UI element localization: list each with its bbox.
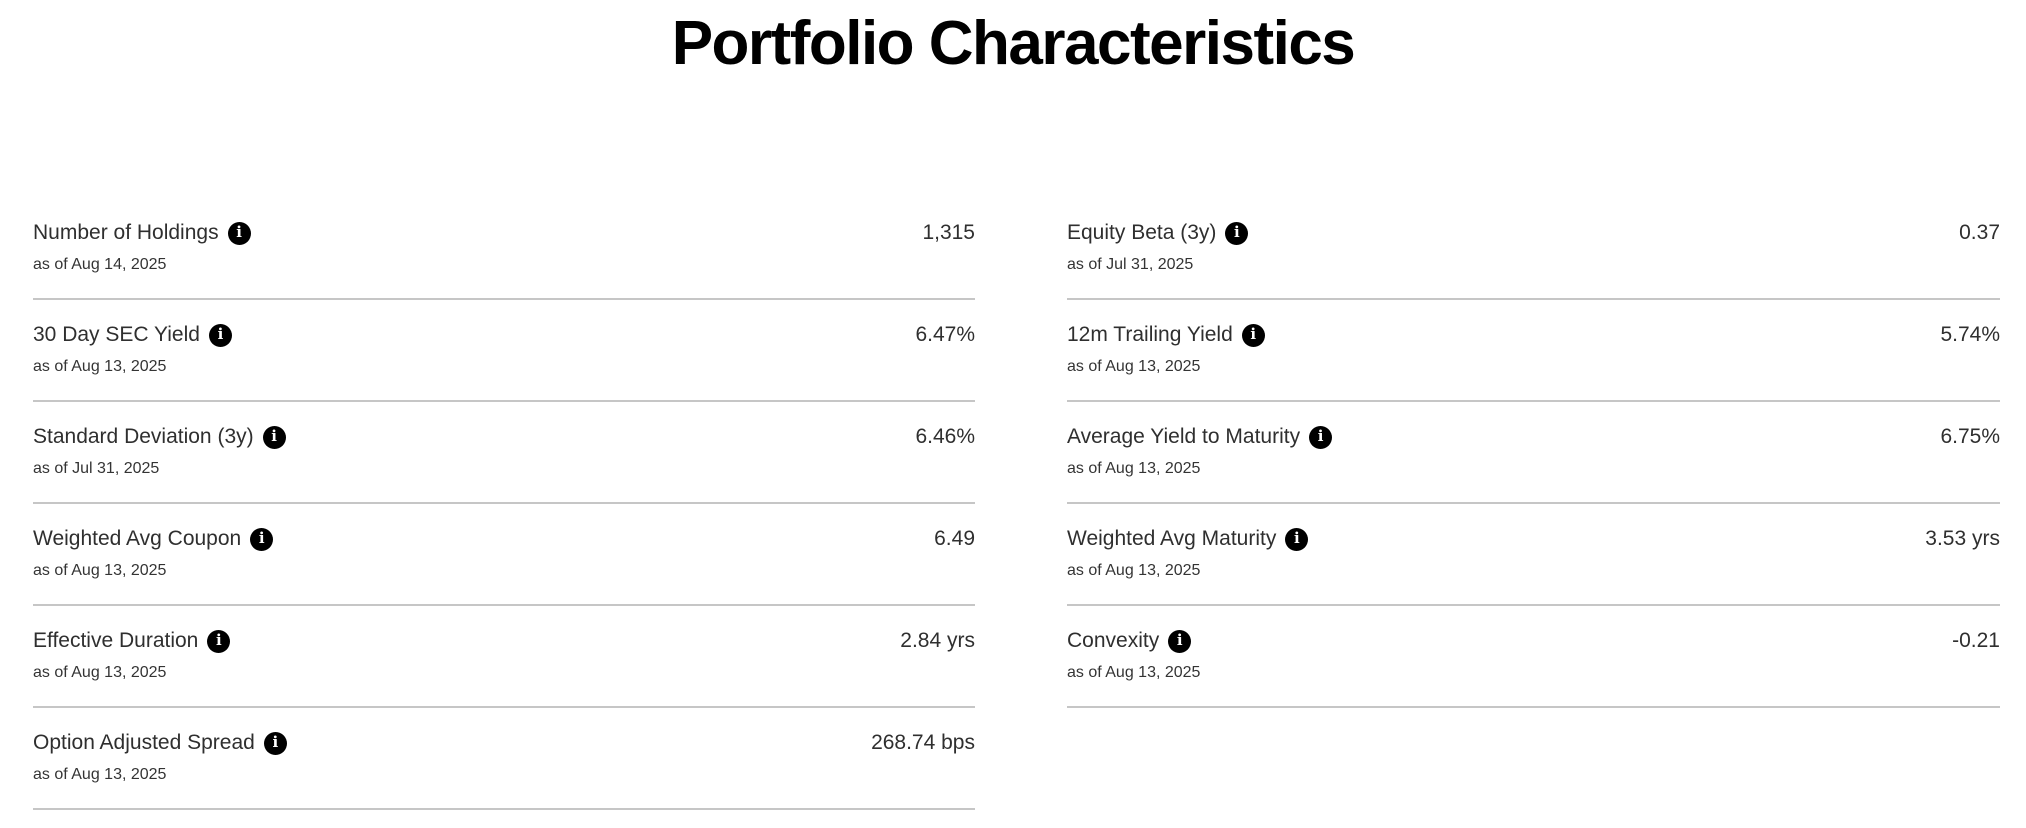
metric-row: Average Yield to Maturity i 6.75% as of … (1067, 402, 2000, 504)
metric-as-of-date: as of Aug 13, 2025 (1067, 460, 1201, 477)
metric-label: Number of Holdings (33, 221, 219, 244)
metric-label-group: Number of Holdings i (33, 218, 251, 248)
metric-label-group: Average Yield to Maturity i (1067, 422, 1333, 452)
metric-row: Convexity i -0.21 as of Aug 13, 2025 (1067, 606, 2000, 708)
info-icon[interactable]: i (207, 629, 231, 653)
metrics-column-left: Number of Holdings i 1,315 as of Aug 14,… (33, 198, 975, 810)
metric-main-line: Average Yield to Maturity i 6.75% (1067, 422, 2000, 452)
metric-as-of-date: as of Aug 13, 2025 (1067, 562, 1201, 579)
metric-as-of-date: as of Aug 13, 2025 (33, 562, 167, 579)
portfolio-characteristics-grid: Number of Holdings i 1,315 as of Aug 14,… (0, 198, 2026, 810)
info-icon[interactable]: i (263, 731, 287, 755)
metric-main-line: Convexity i -0.21 (1067, 626, 2000, 656)
metric-row: Weighted Avg Coupon i 6.49 as of Aug 13,… (33, 504, 975, 606)
metric-value: 2.84 yrs (900, 629, 975, 652)
metric-label: Equity Beta (3y) (1067, 221, 1217, 244)
metric-label: Effective Duration (33, 629, 199, 652)
metric-row: Weighted Avg Maturity i 3.53 yrs as of A… (1067, 504, 2000, 606)
metric-label-group: Weighted Avg Coupon i (33, 524, 274, 554)
metric-row: Option Adjusted Spread i 268.74 bps as o… (33, 708, 975, 810)
metric-as-of-date: as of Aug 13, 2025 (1067, 664, 1201, 681)
info-icon[interactable]: i (1241, 323, 1265, 347)
metric-value: 6.75% (1940, 425, 2000, 448)
metric-row: Equity Beta (3y) i 0.37 as of Jul 31, 20… (1067, 198, 2000, 300)
metric-main-line: 12m Trailing Yield i 5.74% (1067, 320, 2000, 350)
metric-label: Weighted Avg Maturity (1067, 527, 1277, 550)
metric-main-line: 30 Day SEC Yield i 6.47% (33, 320, 975, 350)
metric-main-line: Weighted Avg Maturity i 3.53 yrs (1067, 524, 2000, 554)
info-icon[interactable]: i (250, 527, 274, 551)
metric-value: 3.53 yrs (1925, 527, 2000, 550)
info-icon[interactable]: i (1309, 425, 1333, 449)
metric-label-group: Weighted Avg Maturity i (1067, 524, 1309, 554)
metric-label: Convexity (1067, 629, 1160, 652)
metric-as-of-date: as of Jul 31, 2025 (33, 460, 160, 477)
metric-main-line: Weighted Avg Coupon i 6.49 (33, 524, 975, 554)
metric-label: Option Adjusted Spread (33, 731, 255, 754)
metric-label-group: Option Adjusted Spread i (33, 728, 287, 758)
info-icon[interactable]: i (262, 425, 286, 449)
metric-as-of-date: as of Aug 14, 2025 (33, 256, 167, 273)
page-title: Portfolio Characteristics (671, 9, 1356, 78)
metric-as-of-date: as of Aug 13, 2025 (1067, 358, 1201, 375)
metric-label-group: 12m Trailing Yield i (1067, 320, 1265, 350)
metric-value: 268.74 bps (871, 731, 975, 754)
metric-row: 30 Day SEC Yield i 6.47% as of Aug 13, 2… (33, 300, 975, 402)
metric-value: 0.37 (1959, 221, 2000, 244)
metric-label: Weighted Avg Coupon (33, 527, 242, 550)
metric-main-line: Standard Deviation (3y) i 6.46% (33, 422, 975, 452)
info-icon[interactable]: i (1285, 527, 1309, 551)
metric-value: -0.21 (1952, 629, 2000, 652)
info-icon[interactable]: i (227, 221, 251, 245)
metric-value: 6.46% (915, 425, 975, 448)
metric-value: 1,315 (922, 221, 975, 244)
info-icon[interactable]: i (1225, 221, 1249, 245)
metric-as-of-date: as of Jul 31, 2025 (1067, 256, 1194, 273)
metric-label: 30 Day SEC Yield (33, 323, 200, 346)
metric-label: Standard Deviation (3y) (33, 425, 254, 448)
metric-label-group: Effective Duration i (33, 626, 231, 656)
metric-label-group: 30 Day SEC Yield i (33, 320, 232, 350)
info-icon[interactable]: i (208, 323, 232, 347)
metric-as-of-date: as of Aug 13, 2025 (33, 664, 167, 681)
metric-value: 6.49 (934, 527, 975, 550)
metric-main-line: Effective Duration i 2.84 yrs (33, 626, 975, 656)
metric-label-group: Equity Beta (3y) i (1067, 218, 1249, 248)
metric-label-group: Convexity i (1067, 626, 1192, 656)
metric-label-group: Standard Deviation (3y) i (33, 422, 286, 452)
metric-row: 12m Trailing Yield i 5.74% as of Aug 13,… (1067, 300, 2000, 402)
info-icon[interactable]: i (1168, 629, 1192, 653)
metric-label: Average Yield to Maturity (1067, 425, 1301, 448)
metric-label: 12m Trailing Yield (1067, 323, 1233, 346)
metric-as-of-date: as of Aug 13, 2025 (33, 766, 167, 783)
metric-value: 6.47% (915, 323, 975, 346)
metric-value: 5.74% (1940, 323, 2000, 346)
metric-row: Number of Holdings i 1,315 as of Aug 14,… (33, 198, 975, 300)
metric-main-line: Option Adjusted Spread i 268.74 bps (33, 728, 975, 758)
metric-row: Effective Duration i 2.84 yrs as of Aug … (33, 606, 975, 708)
metrics-column-right: Equity Beta (3y) i 0.37 as of Jul 31, 20… (1067, 198, 2000, 708)
metric-main-line: Number of Holdings i 1,315 (33, 218, 975, 248)
metric-row: Standard Deviation (3y) i 6.46% as of Ju… (33, 402, 975, 504)
metric-main-line: Equity Beta (3y) i 0.37 (1067, 218, 2000, 248)
metric-as-of-date: as of Aug 13, 2025 (33, 358, 167, 375)
